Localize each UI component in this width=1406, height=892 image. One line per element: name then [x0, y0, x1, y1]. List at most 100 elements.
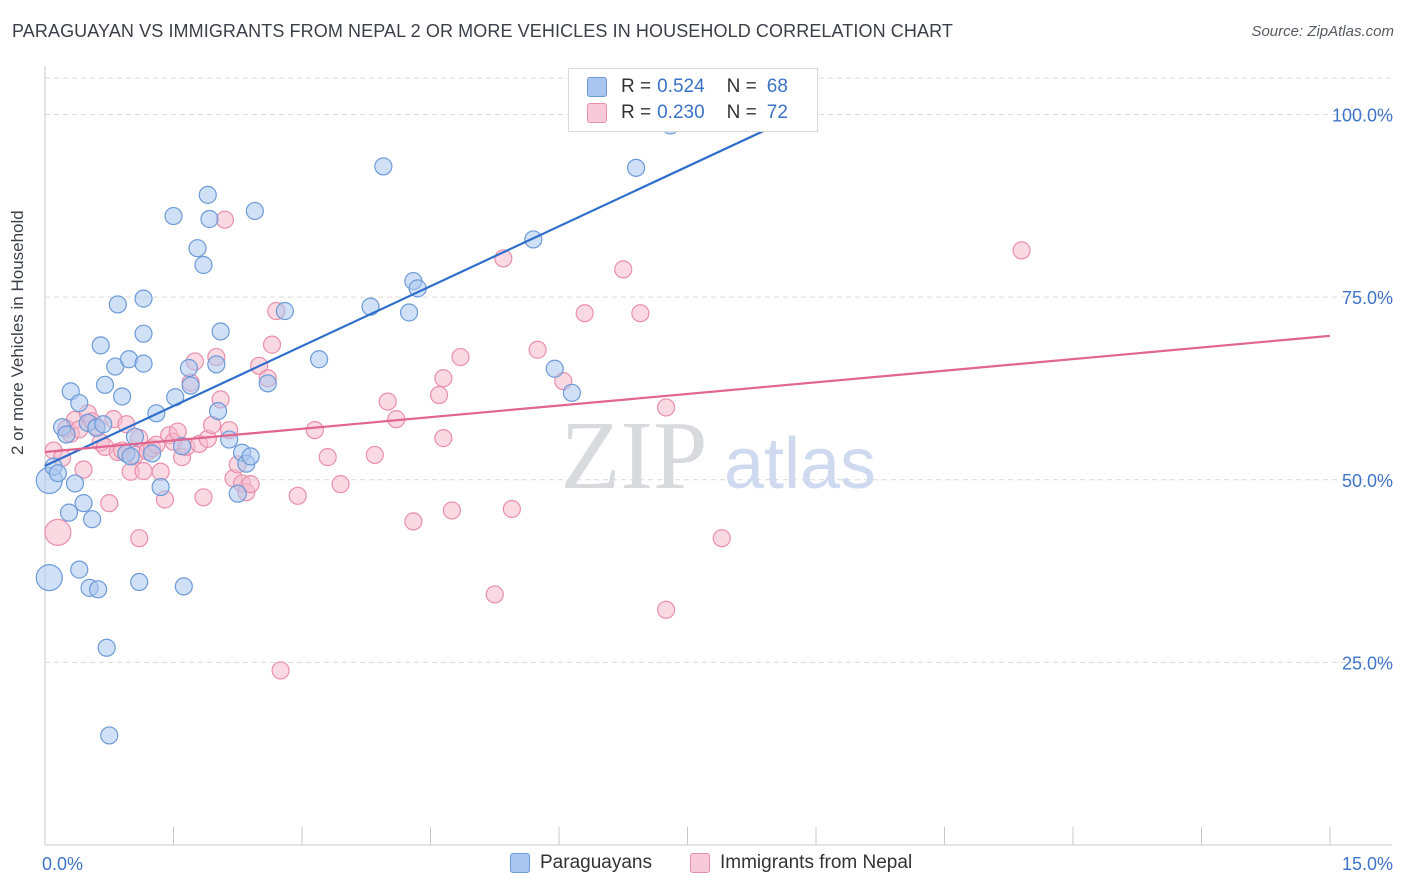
y-tick-label: 75.0%: [1342, 288, 1393, 308]
paraguayans-point: [70, 393, 89, 413]
x-tick-label-max: 15.0%: [1342, 854, 1393, 874]
source-credit: Source: ZipAtlas.com: [1251, 23, 1394, 40]
paraguayans-point: [200, 209, 219, 229]
nepal-point: [365, 445, 384, 465]
paraguayans-point: [121, 447, 140, 466]
nepal-point: [331, 475, 350, 494]
paraguayans-point: [562, 383, 581, 402]
nepal-point: [434, 369, 453, 388]
nepal-point: [631, 304, 650, 323]
legend-r-label: R =: [621, 76, 652, 97]
paraguayans-point: [48, 464, 67, 483]
nepal-point: [429, 385, 449, 405]
nepal-point: [130, 529, 149, 548]
nepal-point: [215, 210, 234, 229]
paraguayans-point: [35, 564, 63, 592]
paraguayans-point: [89, 580, 108, 599]
nepal-point: [134, 461, 153, 481]
paraguayans-point: [208, 401, 228, 421]
series-paraguayans-points: [35, 116, 680, 745]
paraguayans-point: [142, 444, 162, 463]
nepal-point: [100, 494, 119, 513]
paraguayans-point: [112, 387, 132, 406]
legend-swatch-blue: [587, 77, 607, 97]
paraguayans-point: [310, 350, 329, 369]
nepal-point: [434, 429, 453, 448]
x-tick-labels: 0.0% 15.0%: [42, 854, 1393, 874]
paraguayans-point: [174, 577, 193, 596]
y-tick-label: 100.0%: [1332, 106, 1393, 126]
paraguayans-point: [95, 375, 115, 394]
nepal-point: [502, 499, 521, 519]
series-legend: Paraguayans Immigrants from Nepal: [0, 852, 1406, 878]
nepal-point: [404, 512, 423, 531]
nepal-point: [451, 347, 470, 367]
paraguayans-point: [151, 477, 170, 497]
nepal-point: [241, 475, 260, 494]
correlation-legend: R = 0.524 N = 68 R = 0.230 N = 72: [568, 68, 818, 132]
paraguayans-point: [57, 425, 76, 444]
paraguayans-point: [220, 430, 239, 449]
y-tick-labels: 25.0% 50.0% 75.0% 100.0%: [1332, 106, 1393, 674]
legend-row-paraguayans: R = 0.524 N = 68: [587, 75, 788, 99]
legend-n-value: 68: [766, 76, 788, 97]
paraguayans-point: [59, 503, 79, 522]
paraguayans-point: [245, 201, 264, 221]
legend-label-nepal: Immigrants from Nepal: [720, 852, 913, 873]
paraguayans-point: [94, 415, 113, 434]
nepal-point: [194, 488, 213, 507]
paraguayans-point: [97, 638, 116, 657]
paraguayans-point: [100, 726, 119, 745]
series-nepal-points: [44, 210, 1031, 680]
paraguayans-point: [181, 376, 200, 395]
paraguayans-point: [83, 510, 102, 529]
nepal-point: [442, 501, 462, 520]
watermark-atlas: atlas: [724, 424, 876, 504]
paraguayans-point: [74, 494, 93, 513]
legend-row-nepal: R = 0.230 N = 72: [587, 101, 788, 125]
legend-n-label: N =: [726, 102, 757, 123]
paraguayans-point: [545, 359, 564, 378]
paraguayans-point: [108, 295, 127, 314]
paraguayans-trend-line: [44, 113, 800, 467]
nepal-point: [485, 585, 504, 604]
paraguayans-point: [241, 447, 260, 466]
axes: [44, 66, 1392, 846]
paraguayans-point: [258, 374, 277, 393]
grid-lines: [45, 77, 1392, 663]
nepal-point: [614, 260, 633, 279]
legend-r-value: 0.524: [657, 76, 705, 97]
paraguayans-point: [91, 336, 110, 355]
nepal-point: [305, 420, 324, 440]
legend-item-nepal[interactable]: Immigrants from Nepal: [690, 852, 912, 874]
paraguayans-point: [134, 354, 153, 373]
nepal-point: [44, 518, 72, 546]
nepal-point: [271, 661, 290, 680]
nepal-point: [575, 304, 594, 323]
nepal-point: [712, 529, 731, 548]
paraguayans-point: [626, 158, 646, 177]
x-tick-label-min: 0.0%: [42, 854, 83, 874]
paraguayans-point: [164, 206, 183, 226]
nepal-point: [288, 486, 307, 505]
paraguayans-point: [125, 427, 145, 446]
y-tick-label: 25.0%: [1342, 653, 1393, 673]
paraguayans-point: [399, 303, 419, 322]
y-tick-label: 50.0%: [1342, 471, 1393, 491]
paraguayans-point: [188, 239, 207, 258]
paraguayans-point: [374, 157, 393, 176]
paraguayans-point: [65, 474, 85, 493]
paraguayans-point: [130, 572, 149, 592]
legend-swatch-blue: [510, 853, 530, 873]
y-axis-label: 2 or more Vehicles in Household: [8, 210, 27, 455]
paraguayans-point: [207, 355, 226, 374]
legend-item-paraguayans[interactable]: Paraguayans: [510, 852, 652, 874]
nepal-point: [656, 600, 676, 619]
legend-label-paraguayans: Paraguayans: [540, 852, 652, 873]
legend-n-value: 72: [766, 102, 788, 123]
nepal-point: [318, 448, 337, 467]
nepal-point: [528, 340, 547, 359]
paraguayans-point: [179, 358, 199, 378]
paraguayans-point: [198, 185, 217, 204]
